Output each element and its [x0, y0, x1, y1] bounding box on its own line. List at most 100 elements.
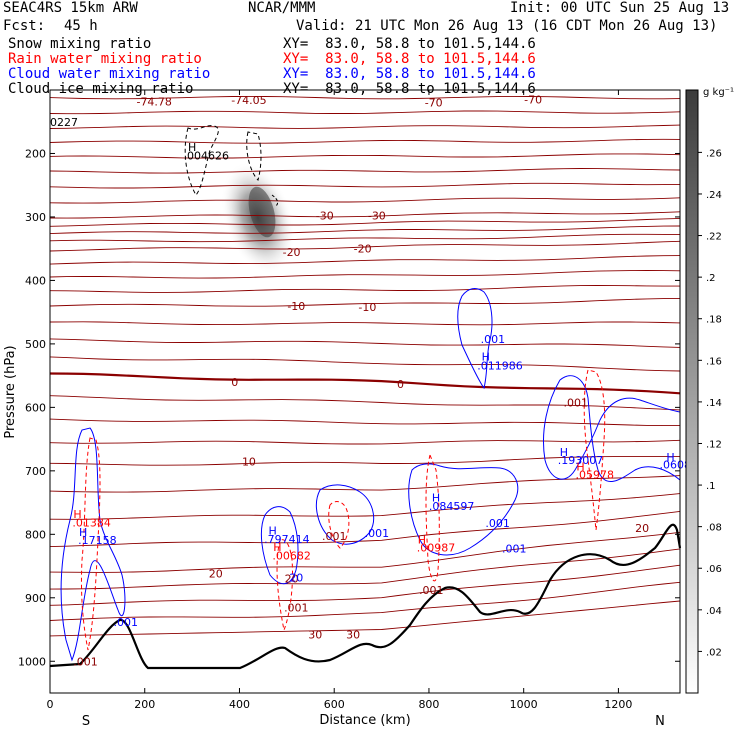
terrain-line	[49, 523, 682, 670]
temperature-line	[50, 372, 680, 395]
temperature-line	[50, 182, 680, 189]
y-tick-label: 500	[25, 338, 46, 351]
mixing-ratio-label: .001	[73, 655, 98, 668]
colorbar-tick-label: .22	[706, 232, 722, 243]
endpoint-right: N	[655, 714, 665, 729]
mixing-ratio-label: .001	[322, 530, 347, 543]
y-tick-label: 800	[25, 528, 46, 541]
temperature-line	[50, 233, 680, 243]
temperature-line	[50, 581, 680, 621]
mixing-ratio-label: H	[188, 141, 196, 154]
temperature-line	[50, 138, 680, 144]
mixing-ratio-label: .001	[502, 542, 527, 555]
colorbar-tick-label: .04	[706, 606, 722, 617]
temperature-contour-label: -20	[354, 243, 372, 256]
temperature-contour-label: -10	[287, 300, 305, 313]
y-tick-label: 300	[25, 211, 46, 224]
fcst-value: 45 h	[64, 18, 98, 34]
temperature-contour-label: -70	[425, 97, 443, 110]
mixing-ratio-label: H	[79, 526, 87, 539]
colorbar-tick-label: .16	[706, 356, 722, 367]
temperature-line	[50, 197, 680, 204]
colorbar-ticks: .02 .04 .06 .08 .1 .12 .14 .16 .18 .2 .22 .24 .26	[698, 148, 722, 658]
mixing-ratio-label: H	[666, 451, 674, 464]
temperature-contour-label: -30	[368, 210, 386, 223]
mixing-ratio-label: 20	[289, 571, 303, 584]
temperature-line	[50, 153, 680, 159]
cloud-water-contour-mid2	[316, 484, 375, 545]
mixing-ratio-label: .797414	[264, 533, 310, 546]
temperature-contour-label: -10	[358, 301, 376, 314]
colorbar-tick-label: .06	[706, 564, 722, 575]
temperature-line	[50, 124, 680, 129]
colorbar-tick-label: .12	[706, 439, 722, 450]
temperature-line	[50, 217, 680, 227]
mixing-ratio-label: .001	[564, 396, 589, 409]
temperature-contour-label: 30	[308, 629, 322, 642]
mixing-ratio-label: .001	[485, 517, 510, 530]
temperature-line	[50, 600, 680, 637]
x-tick-label: 1000	[510, 698, 538, 711]
plot-frame	[49, 89, 681, 694]
cloud-water-contour-left	[60, 427, 126, 662]
ice-top-value: 0227	[50, 116, 78, 129]
mixing-ratio-label: .001	[114, 616, 139, 629]
temperature-line	[50, 439, 680, 445]
colorbar-tick-label: .1	[706, 481, 716, 492]
valid-time: Valid: 21 UTC Mon 26 Aug 13 (16 CDT Mon …	[296, 18, 718, 34]
mixing-ratio-label: H	[73, 508, 81, 521]
mixing-ratio-label: H	[273, 541, 281, 554]
y-axis-label: Pressure (hPa)	[3, 345, 18, 438]
field-name-cloud-water: Cloud water mixing ratio	[8, 66, 211, 82]
temperature-line	[50, 168, 680, 174]
mixing-ratio-label: .001	[365, 527, 390, 540]
fcst-label: Fcst:	[3, 18, 46, 34]
mixing-ratio-label: H	[268, 525, 276, 538]
temperature-line	[50, 95, 680, 100]
contour-labels: -74.78 -74.05 -70 -70 -30 -30 -20 -20 -10 -10 0 0 10…	[136, 94, 649, 642]
temperature-line	[50, 297, 680, 307]
temperature-line	[50, 285, 680, 293]
temperature-line	[50, 456, 680, 466]
mixing-ratio-label: .00682	[272, 549, 311, 562]
colorbar-unit: g kg⁻¹	[703, 87, 734, 98]
temperature-contour-label: -74.05	[231, 94, 266, 107]
rain-water-contour-right	[583, 369, 606, 531]
org-label: NCAR/MMM	[248, 0, 316, 16]
mixing-ratio-label: .17158	[78, 534, 117, 547]
temperature-line	[50, 418, 680, 427]
colorbar-tick-label: .08	[706, 523, 722, 534]
field-xy-snow: XY= 83.0, 58.8 to 101.5,144.6	[283, 36, 536, 52]
mixing-ratio-label: .084597	[429, 500, 475, 513]
cloud-water-contour-upper	[457, 288, 493, 390]
colorbar-tick-label: .24	[706, 190, 722, 201]
temperature-contour-label: 20	[635, 522, 649, 535]
mixing-ratio-label: .004626	[184, 149, 230, 162]
mixing-ratio-label: .001	[419, 584, 444, 597]
x-tick-label: 800	[418, 698, 439, 711]
rain-water-contour-mid1	[276, 539, 293, 632]
mixing-ratio-label: H	[576, 460, 584, 473]
colorbar-tick-label: .2	[706, 273, 716, 284]
temperature-contour-label: 0	[231, 376, 238, 389]
cloud-ice-contour-3	[271, 194, 279, 207]
mixing-ratio-label: .00987	[417, 542, 456, 555]
cloud-ice-contour-2	[246, 131, 262, 181]
temperature-line	[50, 564, 680, 606]
field-xy-cloud-ice: XY= 83.0, 58.8 to 101.5,144.6	[283, 81, 536, 97]
colorbar-tick-label: .26	[706, 148, 722, 159]
mixing-ratio-label: .193007	[558, 454, 604, 467]
temperature-contour-label: -30	[316, 210, 334, 223]
temperature-line	[50, 255, 680, 265]
temperature-line	[50, 510, 680, 548]
y-tick-label: 900	[25, 592, 46, 605]
temperature-line	[50, 395, 680, 411]
model-title: SEAC4RS 15km ARW	[3, 0, 138, 16]
x-tick-label: 200	[134, 698, 155, 711]
colorbar-tick-label: .18	[706, 315, 722, 326]
mixing-ratio-label: H	[560, 446, 568, 459]
x-axis-label: Distance (km)	[319, 713, 410, 728]
